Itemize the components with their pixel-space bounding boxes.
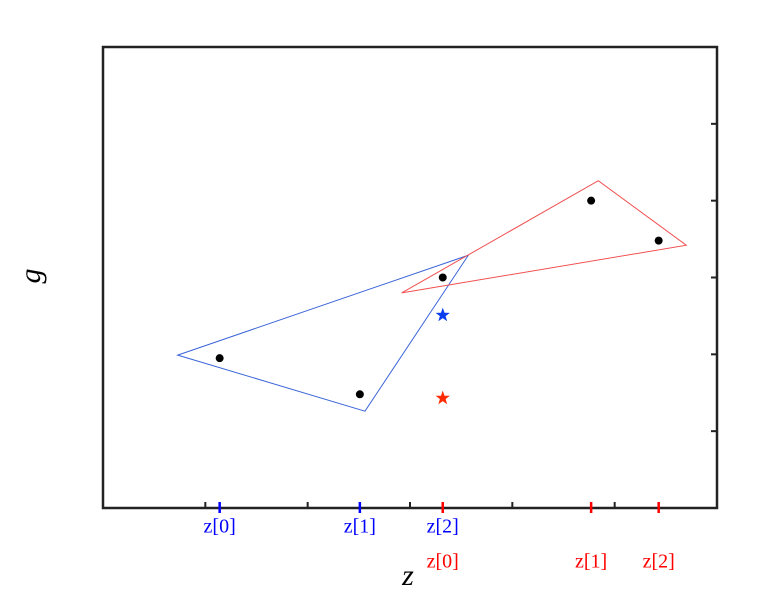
point (215, 354, 224, 363)
point (587, 196, 596, 205)
axes-box (101, 45, 719, 510)
colored-tick-label: z[0] (204, 516, 236, 538)
star (435, 390, 450, 405)
triangle (176, 254, 470, 412)
x-axis-label: z (401, 559, 414, 592)
colored-tick-label: z[2] (427, 516, 459, 538)
colored-tick-label: z[0] (427, 551, 459, 573)
point (438, 273, 447, 282)
y-axis-label: g (14, 269, 47, 284)
star (435, 307, 450, 322)
colored-tick-label: z[1] (344, 516, 376, 538)
colored-tick-label: z[2] (643, 551, 675, 573)
colored-tick-label: z[1] (575, 551, 607, 573)
point (355, 390, 364, 399)
triangle (401, 180, 688, 294)
point (654, 236, 663, 245)
